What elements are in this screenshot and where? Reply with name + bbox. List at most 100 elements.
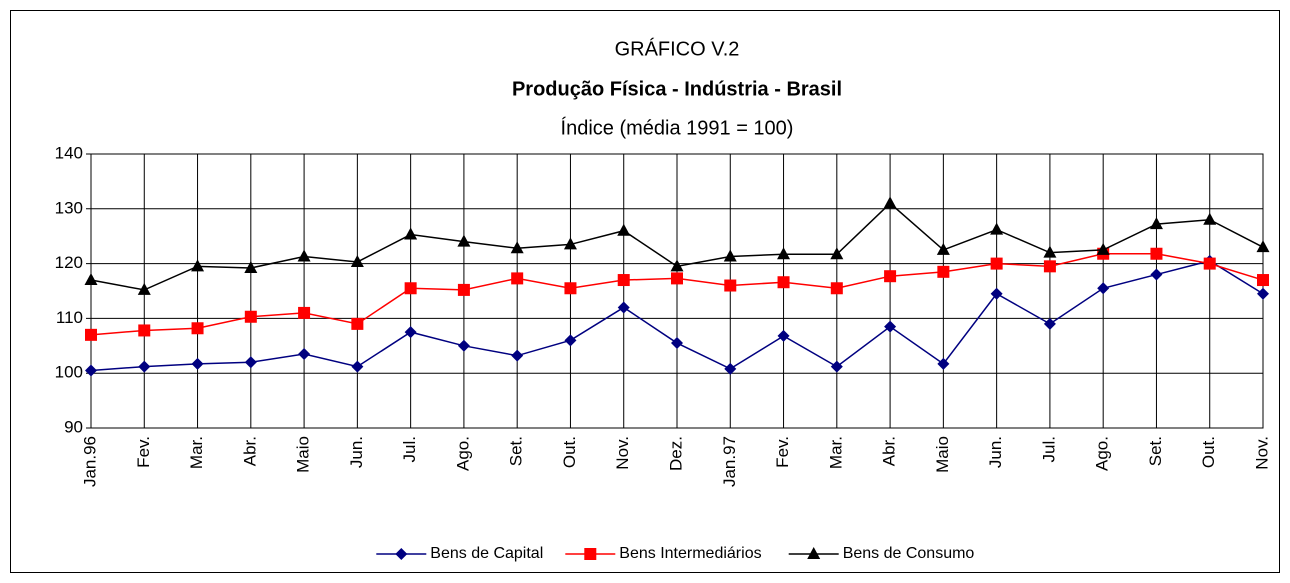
y-tick-label: 90 bbox=[64, 417, 83, 436]
x-tick-label: Jul. bbox=[1039, 436, 1058, 462]
point bbox=[84, 273, 98, 286]
point bbox=[617, 301, 630, 314]
x-tick-label: Jun. bbox=[347, 436, 366, 468]
x-tick-label: Dez. bbox=[666, 436, 685, 471]
point bbox=[404, 282, 417, 295]
point bbox=[671, 337, 683, 350]
chart-title: GRÁFICO V.2 bbox=[615, 37, 740, 60]
x-tick-label: Nov. bbox=[613, 436, 632, 470]
legend-label: Bens de Capital bbox=[430, 545, 543, 562]
point bbox=[990, 222, 1004, 235]
x-tick-label: Jan.97 bbox=[720, 436, 739, 487]
point bbox=[830, 360, 843, 373]
x-tick-label: Jan.96 bbox=[80, 436, 99, 487]
point bbox=[883, 196, 897, 209]
point bbox=[777, 247, 791, 260]
point bbox=[137, 282, 151, 295]
point bbox=[1257, 287, 1269, 300]
point bbox=[1043, 260, 1056, 273]
point bbox=[404, 326, 417, 339]
x-tick-label: Out. bbox=[560, 436, 579, 468]
point bbox=[351, 360, 364, 373]
point bbox=[1257, 274, 1269, 287]
legend-label: Bens Intermediários bbox=[619, 545, 761, 562]
point bbox=[617, 223, 631, 236]
point bbox=[830, 282, 843, 295]
point bbox=[297, 249, 311, 262]
point bbox=[1203, 212, 1217, 225]
point bbox=[724, 279, 737, 292]
x-tick-label: Abr. bbox=[240, 436, 259, 466]
point bbox=[350, 254, 364, 267]
point bbox=[85, 364, 97, 377]
point bbox=[191, 259, 205, 272]
point bbox=[457, 339, 470, 352]
point bbox=[404, 227, 418, 240]
legend-label: Bens de Consumo bbox=[843, 545, 975, 562]
point bbox=[510, 241, 524, 254]
point bbox=[884, 270, 897, 283]
y-tick-label: 120 bbox=[55, 253, 83, 272]
point bbox=[1097, 282, 1110, 295]
point bbox=[511, 272, 524, 285]
legend-marker bbox=[807, 547, 821, 559]
point bbox=[244, 310, 257, 323]
y-axis-title: Índice (média 1991 = 100) bbox=[561, 116, 794, 139]
chart-border bbox=[10, 10, 1280, 573]
chart-subtitle: Produção Física - Indústria - Brasil bbox=[512, 78, 842, 100]
x-tick-label: Maio bbox=[933, 436, 952, 473]
point bbox=[457, 283, 470, 296]
legend-marker bbox=[584, 548, 597, 560]
x-tick-label: Mar. bbox=[826, 436, 845, 469]
point bbox=[777, 329, 790, 342]
point bbox=[937, 357, 950, 370]
point bbox=[138, 324, 151, 337]
point bbox=[884, 320, 897, 333]
point bbox=[617, 274, 630, 287]
point bbox=[1149, 217, 1163, 230]
point bbox=[564, 282, 577, 295]
x-tick-label: Set. bbox=[1146, 436, 1165, 466]
x-tick-label: Ago. bbox=[453, 436, 472, 471]
point bbox=[564, 334, 577, 347]
point bbox=[830, 247, 844, 260]
x-tick-label: Mar. bbox=[187, 436, 206, 469]
point bbox=[990, 257, 1003, 270]
x-tick-label: Maio bbox=[294, 436, 313, 473]
point bbox=[671, 272, 683, 285]
point bbox=[1150, 247, 1163, 260]
point bbox=[244, 356, 257, 369]
point bbox=[191, 322, 204, 335]
x-tick-label: Nov. bbox=[1252, 436, 1271, 470]
point bbox=[457, 234, 471, 247]
x-tick-label: Jun. bbox=[986, 436, 1005, 468]
x-tick-label: Fev. bbox=[134, 436, 153, 468]
point bbox=[1096, 242, 1110, 255]
x-tick-label: Fev. bbox=[773, 436, 792, 468]
y-tick-label: 130 bbox=[55, 198, 83, 217]
y-tick-label: 110 bbox=[56, 308, 83, 327]
x-tick-label: Set. bbox=[507, 436, 526, 466]
legend-marker bbox=[395, 548, 408, 560]
x-tick-label: Abr. bbox=[880, 436, 899, 466]
point bbox=[563, 237, 577, 250]
point bbox=[511, 349, 524, 362]
point bbox=[777, 276, 790, 289]
x-tick-label: Ago. bbox=[1093, 436, 1112, 471]
point bbox=[723, 249, 737, 262]
point bbox=[1043, 245, 1057, 258]
point bbox=[990, 287, 1003, 300]
point bbox=[1043, 317, 1056, 330]
y-tick-label: 140 bbox=[55, 143, 83, 162]
point bbox=[298, 306, 311, 319]
x-tick-label: Out. bbox=[1199, 436, 1218, 468]
point bbox=[85, 328, 97, 341]
point bbox=[138, 360, 151, 373]
point bbox=[298, 348, 311, 361]
point bbox=[244, 260, 258, 273]
point bbox=[1150, 268, 1163, 281]
x-tick-label: Jul. bbox=[400, 436, 419, 462]
point bbox=[351, 317, 364, 330]
point bbox=[191, 357, 204, 370]
